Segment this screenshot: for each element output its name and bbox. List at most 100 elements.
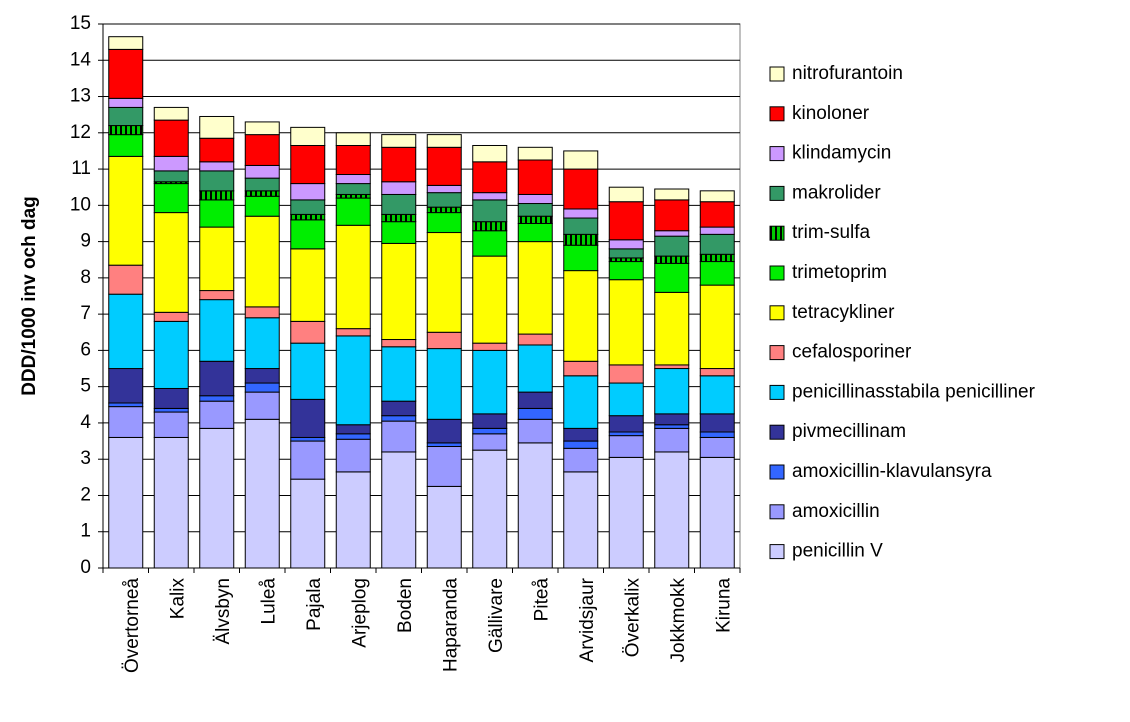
bar-segment <box>335 132 371 146</box>
bar-segment <box>335 197 371 226</box>
legend-label: amoxicillin <box>792 501 880 522</box>
bar-segment <box>335 224 371 330</box>
bar-segment <box>244 418 280 569</box>
bar-segment <box>108 97 144 108</box>
x-tick-label: Pajala <box>304 578 325 631</box>
bar-segment <box>472 449 508 569</box>
bar-segment <box>654 262 690 293</box>
bar-segment <box>290 398 326 438</box>
bar-segment <box>199 360 235 397</box>
bar-segment <box>608 456 644 569</box>
bar-segment <box>699 431 735 438</box>
bar-segment <box>426 442 462 448</box>
bar-segment <box>699 436 735 458</box>
bar-segment <box>699 375 735 415</box>
bar-segment <box>199 400 235 429</box>
bar-segment <box>517 442 553 569</box>
bar-segment <box>472 433 508 451</box>
bar-segment <box>699 284 735 370</box>
bar-segment <box>699 456 735 569</box>
bar-segment <box>517 241 553 335</box>
bar-segment <box>563 168 599 210</box>
legend-label: tetracykliner <box>792 302 895 323</box>
x-tick-label: Arvidsjaur <box>577 577 598 662</box>
bar-segment <box>563 208 599 219</box>
bar-segment <box>608 201 644 241</box>
bar-segment <box>563 244 599 272</box>
bar-segment <box>654 230 690 237</box>
bar-segment <box>335 328 371 337</box>
bar-segment <box>108 155 144 266</box>
bar-segment <box>654 413 690 426</box>
bar-segment <box>199 226 235 292</box>
y-tick-label: 8 <box>80 267 91 288</box>
x-tick-label: Luleå <box>258 578 279 625</box>
legend-swatch <box>769 464 785 480</box>
legend-label: pivmecillinam <box>792 421 906 442</box>
bar-segment <box>517 333 553 346</box>
bar-segment <box>381 146 417 183</box>
bar-segment <box>472 144 508 163</box>
bar-segment <box>517 146 553 161</box>
legend-swatch <box>769 185 785 201</box>
bar-segment <box>654 427 690 453</box>
bar-segment <box>426 331 462 350</box>
bar-segment <box>472 413 508 429</box>
y-tick-label: 7 <box>80 303 91 324</box>
bar-segment <box>517 193 553 205</box>
legend-swatch <box>769 384 785 400</box>
bar-segment <box>699 201 735 228</box>
bar-segment <box>244 190 280 197</box>
bar-segment <box>290 440 326 480</box>
bar-segment <box>426 232 462 333</box>
bar-segment <box>563 471 599 569</box>
bar-segment <box>153 119 189 157</box>
bar-segment <box>472 255 508 344</box>
y-tick-label: 11 <box>71 158 91 179</box>
bar-segment <box>699 261 735 286</box>
bar-segment <box>153 212 189 313</box>
bar-segment <box>654 235 690 257</box>
bar-segment <box>108 402 144 408</box>
legend-swatch <box>769 66 785 82</box>
bar-segment <box>290 183 326 201</box>
x-tick-label: Gällivare <box>486 578 507 653</box>
y-axis-label: DDD/1000 inv och dag <box>19 196 40 396</box>
legend-swatch <box>769 544 785 560</box>
x-tick-label: Jokkmokk <box>668 578 689 663</box>
bar-segment <box>290 248 326 322</box>
bar-segment <box>426 446 462 487</box>
bar-segment <box>381 213 417 223</box>
bar-segment <box>426 146 462 186</box>
y-tick-label: 0 <box>80 557 91 578</box>
bar-segment <box>699 226 735 235</box>
bar-segment <box>608 435 644 458</box>
y-tick-label: 4 <box>80 412 91 433</box>
y-tick-label: 5 <box>80 376 91 397</box>
x-tick-label: Boden <box>395 578 416 633</box>
bar-segment <box>472 230 508 257</box>
bar-segment <box>563 375 599 429</box>
bar-segment <box>563 270 599 362</box>
y-tick-label: 12 <box>70 122 91 143</box>
x-tick-label: Piteå <box>531 578 552 622</box>
bar-segment <box>426 192 462 208</box>
bar-segment <box>517 222 553 243</box>
bar-segment <box>244 177 280 192</box>
y-tick-label: 10 <box>70 194 91 215</box>
x-tick-label: Arjeplog <box>349 578 370 648</box>
bar-segment <box>108 36 144 50</box>
x-tick-label: Övertorneå <box>122 578 143 673</box>
bar-segment <box>608 239 644 250</box>
bar-segment <box>199 170 235 192</box>
bar-segment <box>290 213 326 221</box>
legend-swatch <box>769 305 785 321</box>
y-tick-label: 3 <box>80 448 91 469</box>
bar-segment <box>381 346 417 402</box>
bar-segment <box>654 291 690 366</box>
bar-segment <box>335 174 371 185</box>
bar-segment <box>517 203 553 217</box>
bar-segment <box>153 155 189 172</box>
bar-segment <box>381 193 417 215</box>
